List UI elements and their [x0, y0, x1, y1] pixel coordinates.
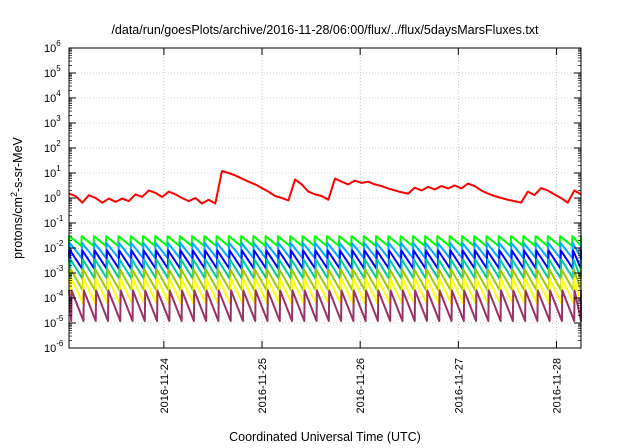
y-label-base: protons/cm: [11, 197, 25, 259]
x-axis-label: Coordinated Universal Time (UTC): [229, 430, 421, 444]
y-tick-label: 10-2: [44, 239, 64, 255]
series-line: [68, 289, 582, 323]
series-line: [68, 235, 582, 248]
x-tick-label: 2016-11-26: [355, 358, 367, 413]
y-tick-label: 101: [44, 164, 61, 180]
y-label-sup: 2: [9, 192, 19, 197]
y-tick-label: 10-6: [44, 339, 64, 355]
x-tick-label: 2016-11-25: [257, 358, 269, 413]
y-tick-label: 100: [44, 189, 61, 205]
y-tick-label: 105: [44, 64, 61, 80]
grid: [69, 48, 581, 348]
y-tick-label: 10-3: [44, 264, 64, 280]
y-axis-label: protons/cm2-s-sr-MeV: [9, 136, 25, 258]
y-tick-label: 10-1: [44, 214, 64, 230]
y-tick-label: 102: [44, 139, 61, 155]
x-tick-label: 2016-11-27: [453, 358, 465, 413]
y-tick-label: 104: [44, 89, 61, 105]
series-group: [68, 170, 582, 323]
chart-title: /data/run/goesPlots/archive/2016-11-28/0…: [111, 23, 539, 37]
x-tick-label: 2016-11-24: [159, 358, 171, 413]
y-label-rest: -s-sr-MeV: [11, 136, 25, 192]
x-axis-ticks: 2016-11-24 2016-11-25 2016-11-26 2016-11-27…: [159, 48, 563, 413]
y-tick-label: 10-4: [44, 289, 64, 305]
y-tick-label: 106: [44, 39, 61, 55]
y-tick-label: 10-5: [44, 314, 64, 330]
x-tick-label: 2016-11-28: [551, 358, 563, 413]
series-line: [68, 170, 582, 205]
y-axis-ticks: 10-6 10-5 10-4 10-3 10-2 10-1 100 101 102 103 104 1…: [44, 39, 581, 355]
y-tick-label: 103: [44, 114, 61, 130]
